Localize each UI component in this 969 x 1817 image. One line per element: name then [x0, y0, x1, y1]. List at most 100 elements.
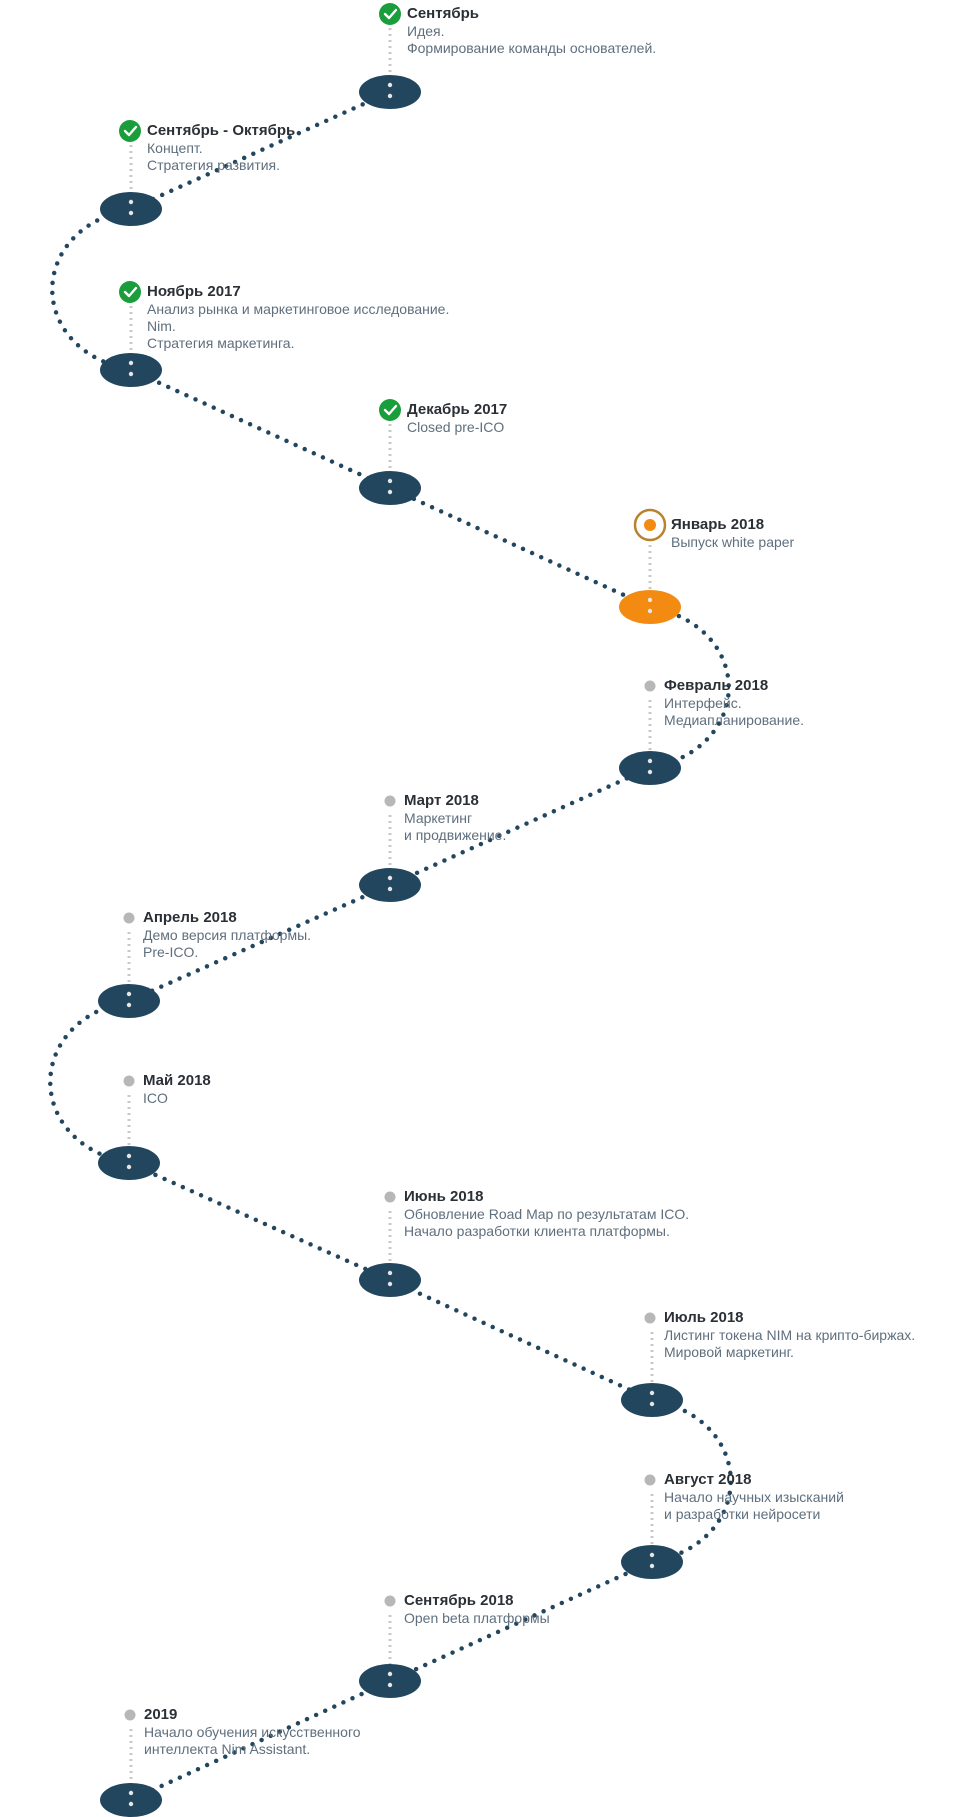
- node-dot: [128, 371, 134, 377]
- milestone-description: Медиапланирование.: [664, 712, 805, 728]
- node-dot: [387, 1671, 393, 1677]
- check-icon: [119, 281, 141, 303]
- milestone-title: Декабрь 2017: [407, 401, 508, 418]
- node-dot: [387, 93, 393, 99]
- timeline-path: [48, 89, 733, 1803]
- milestone-8: Апрель 2018 Демо версия платформы. Pre-ICO…: [143, 909, 311, 961]
- pending-dot-icon: [123, 912, 135, 924]
- milestone-description: Интерфейс.: [664, 695, 742, 711]
- timeline-nodes: [98, 75, 683, 1817]
- milestone-node: [619, 590, 681, 624]
- node-dot: [387, 82, 393, 88]
- pending-dot-icon: [644, 680, 656, 692]
- milestone-7: Март 2018 Маркетинг и продвижение.: [404, 792, 506, 844]
- node-dot: [126, 1153, 132, 1159]
- milestone-14: 2019 Начало обучения искусственного интелл…: [144, 1706, 361, 1758]
- milestone-1: Сентябрь Идея. Формирование команды основа…: [407, 5, 656, 57]
- status-markers: [119, 3, 667, 1721]
- milestone-node: [621, 1545, 683, 1579]
- milestone-9: Май 2018 ICO: [143, 1072, 211, 1107]
- milestone-description: интеллекта Nim Assistant.: [144, 1741, 311, 1757]
- milestone-3: Ноябрь 2017 Анализ рынка и маркетинговое …: [147, 283, 449, 352]
- node-dot: [647, 597, 653, 603]
- pending-dot-icon: [644, 1474, 656, 1486]
- node-dot: [647, 758, 653, 764]
- pending-dot-icon: [384, 795, 396, 807]
- milestone-title: Август 2018: [664, 1471, 752, 1488]
- milestone-node: [621, 1383, 683, 1417]
- milestone-5: Январь 2018 Выпуск white paper: [671, 516, 794, 551]
- milestone-title: Июль 2018: [664, 1309, 744, 1326]
- node-dot: [387, 1682, 393, 1688]
- milestone-node: [359, 1664, 421, 1698]
- milestone-description: Выпуск white paper: [671, 534, 795, 550]
- milestone-node: [619, 751, 681, 785]
- milestone-title: 2019: [144, 1706, 178, 1723]
- milestone-description: и разработки нейросети: [664, 1506, 821, 1522]
- check-icon: [379, 3, 401, 25]
- milestone-description: Концепт.: [147, 140, 203, 156]
- node-dot: [126, 1002, 132, 1008]
- node-dot: [126, 991, 132, 997]
- node-dot: [387, 478, 393, 484]
- milestone-description: Начало обучения искусственного: [144, 1724, 361, 1740]
- milestone-title: Сентябрь 2018: [404, 1592, 514, 1609]
- milestone-description: Open beta платформы: [404, 1610, 550, 1626]
- node-dot: [649, 1563, 655, 1569]
- pending-dot-icon: [124, 1709, 136, 1721]
- node-dot: [649, 1552, 655, 1558]
- milestone-description: Маркетинг: [404, 810, 473, 826]
- node-dot: [387, 1281, 393, 1287]
- milestone-description: Обновление Road Map по результатам ICO.: [404, 1206, 690, 1222]
- milestone-node: [100, 353, 162, 387]
- milestone-title: Апрель 2018: [143, 909, 237, 926]
- node-dot: [649, 1401, 655, 1407]
- milestone-description: Closed pre-ICO: [407, 419, 505, 435]
- pending-dot-icon: [123, 1075, 135, 1087]
- node-dot: [647, 769, 653, 775]
- milestone-description: Pre-ICO.: [143, 944, 199, 960]
- milestone-node: [359, 75, 421, 109]
- milestone-node: [98, 1146, 160, 1180]
- milestone-title: Сентябрь: [407, 5, 479, 22]
- milestone-description: Стратегия развития.: [147, 157, 281, 173]
- node-dot: [128, 1801, 134, 1807]
- milestone-node: [359, 471, 421, 505]
- milestone-title: Ноябрь 2017: [147, 283, 241, 300]
- milestone-description: Стратегия маркетинга.: [147, 335, 295, 351]
- milestone-12: Август 2018 Начало научных изысканий и раз…: [664, 1471, 844, 1523]
- milestone-description: Формирование команды основателей.: [407, 40, 657, 56]
- check-icon: [119, 120, 141, 142]
- current-target-icon: [633, 508, 667, 542]
- milestone-title: Март 2018: [404, 792, 479, 809]
- milestone-title: Июнь 2018: [404, 1188, 484, 1205]
- node-dot: [128, 1790, 134, 1796]
- milestone-description: Анализ рынка и маркетинговое исследовани…: [147, 301, 450, 317]
- node-dot: [128, 210, 134, 216]
- milestone-node: [98, 984, 160, 1018]
- milestone-node: [100, 1783, 162, 1817]
- node-dot: [387, 489, 393, 495]
- milestone-description: Начало научных изысканий: [664, 1489, 844, 1505]
- node-dot: [126, 1164, 132, 1170]
- milestone-description: и продвижение.: [404, 827, 507, 843]
- node-dot: [649, 1390, 655, 1396]
- node-dot: [387, 1270, 393, 1276]
- check-icon: [379, 399, 401, 421]
- milestone-4: Декабрь 2017 Closed pre-ICO: [407, 401, 507, 436]
- pending-dot-icon: [384, 1595, 396, 1607]
- milestone-13: Сентябрь 2018 Open beta платформы: [404, 1592, 550, 1627]
- milestone-description: Nim.: [147, 318, 176, 334]
- milestone-node: [359, 1263, 421, 1297]
- timeline-dotted-path: [48, 89, 733, 1803]
- node-dot: [647, 608, 653, 614]
- milestone-10: Июнь 2018 Обновление Road Map по результа…: [404, 1188, 689, 1240]
- milestone-node: [359, 868, 421, 902]
- milestone-description: Начало разработки клиента платформы.: [404, 1223, 670, 1239]
- pending-dot-icon: [384, 1191, 396, 1203]
- node-dot: [387, 886, 393, 892]
- milestone-description: Демо версия платформы.: [143, 927, 312, 943]
- milestone-description: Мировой маркетинг.: [664, 1344, 794, 1360]
